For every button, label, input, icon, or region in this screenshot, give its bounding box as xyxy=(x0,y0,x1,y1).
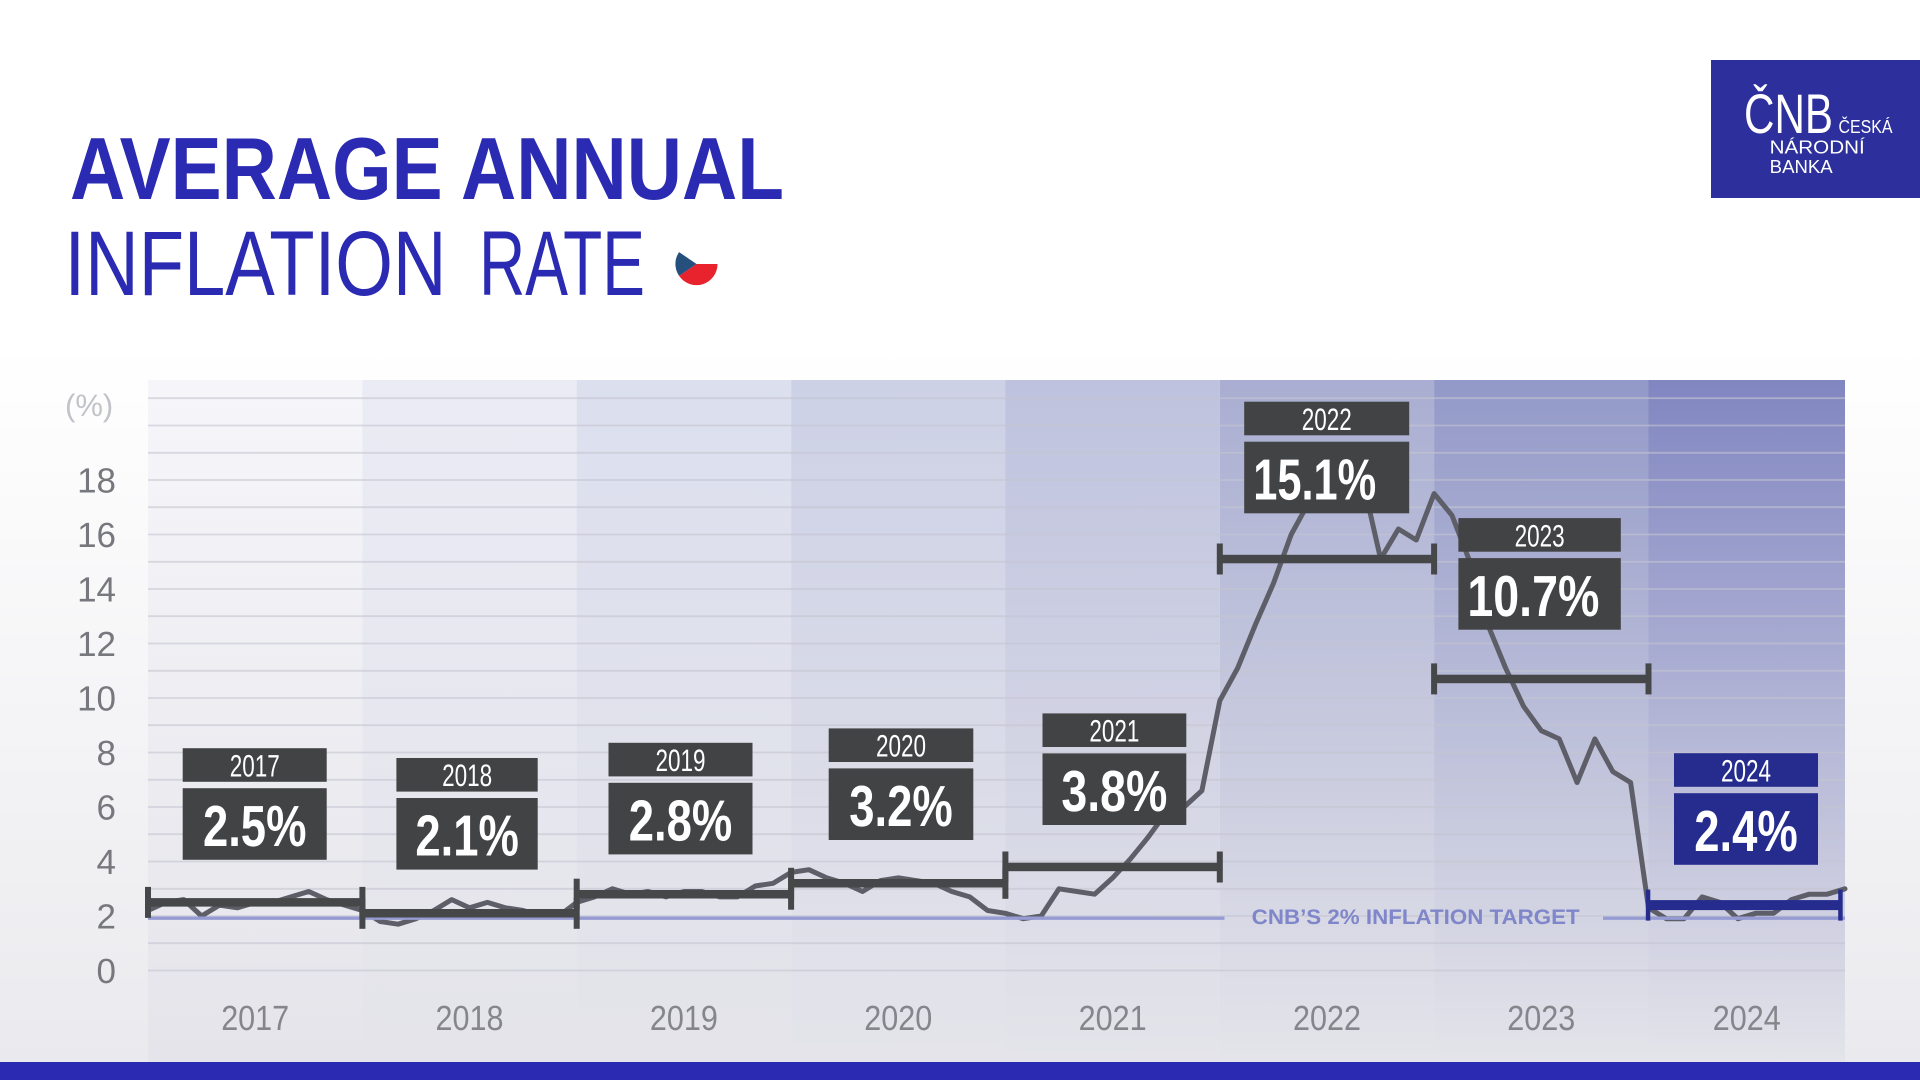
svg-text:2.1%: 2.1% xyxy=(415,804,519,869)
svg-text:10.7%: 10.7% xyxy=(1467,564,1599,629)
svg-text:INFLATION: INFLATION xyxy=(65,213,447,315)
svg-text:15.1%: 15.1% xyxy=(1253,447,1376,512)
svg-text:ČNB: ČNB xyxy=(1744,82,1833,145)
svg-text:3.2%: 3.2% xyxy=(849,774,953,839)
svg-text:2024: 2024 xyxy=(1721,753,1771,788)
svg-text:2022: 2022 xyxy=(1302,402,1352,437)
svg-text:RATE: RATE xyxy=(479,213,645,315)
svg-text:2024: 2024 xyxy=(1713,999,1781,1038)
svg-text:8: 8 xyxy=(97,734,116,773)
svg-text:12: 12 xyxy=(77,625,116,664)
svg-text:2020: 2020 xyxy=(876,729,926,764)
svg-text:AVERAGE ANNUAL: AVERAGE ANNUAL xyxy=(70,119,784,218)
svg-text:2023: 2023 xyxy=(1515,518,1565,553)
svg-text:2023: 2023 xyxy=(1507,999,1575,1038)
svg-text:2019: 2019 xyxy=(650,999,718,1038)
svg-text:2018: 2018 xyxy=(442,758,492,793)
svg-text:14: 14 xyxy=(77,570,116,609)
svg-text:2.8%: 2.8% xyxy=(629,789,733,854)
svg-text:2017: 2017 xyxy=(230,748,280,783)
svg-text:2.4%: 2.4% xyxy=(1694,799,1798,864)
svg-text:2020: 2020 xyxy=(864,999,932,1038)
svg-text:2: 2 xyxy=(97,897,116,936)
svg-text:2018: 2018 xyxy=(436,999,504,1038)
svg-text:10: 10 xyxy=(77,679,116,718)
svg-text:(%): (%) xyxy=(65,388,113,423)
svg-text:ČESKÁ: ČESKÁ xyxy=(1839,116,1893,137)
svg-text:2.5%: 2.5% xyxy=(203,794,307,859)
svg-text:2019: 2019 xyxy=(656,743,706,778)
svg-text:18: 18 xyxy=(77,461,116,500)
svg-text:CNB’S 2% INFLATION TARGET: CNB’S 2% INFLATION TARGET xyxy=(1252,906,1580,929)
svg-text:BANKA: BANKA xyxy=(1770,157,1833,177)
svg-text:2022: 2022 xyxy=(1293,999,1361,1038)
svg-text:16: 16 xyxy=(77,516,116,555)
svg-text:3.8%: 3.8% xyxy=(1061,759,1167,824)
svg-text:4: 4 xyxy=(97,843,116,882)
svg-text:NÁRODNÍ: NÁRODNÍ xyxy=(1770,138,1865,158)
svg-text:2021: 2021 xyxy=(1089,714,1139,749)
svg-text:2017: 2017 xyxy=(221,999,289,1038)
svg-text:0: 0 xyxy=(97,952,116,991)
svg-text:6: 6 xyxy=(97,788,116,827)
svg-text:2021: 2021 xyxy=(1079,999,1147,1038)
